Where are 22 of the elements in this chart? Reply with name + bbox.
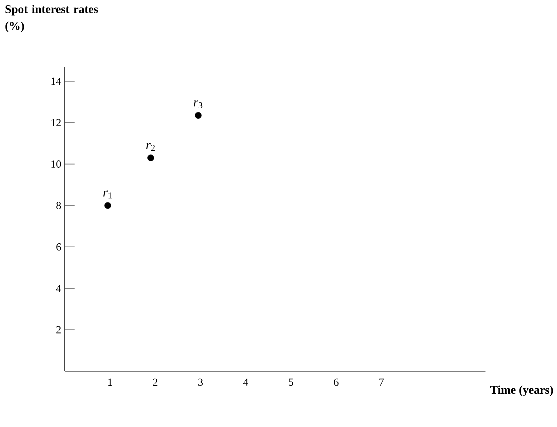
x-tick-label: 7 xyxy=(380,379,384,386)
y-axis-title: Spot interest rates (%) xyxy=(6,5,98,33)
y-tick-label: 12 xyxy=(52,120,61,127)
point xyxy=(195,112,202,120)
annotation: r$_{2}$ xyxy=(146,143,155,152)
x-tick-label: 5 xyxy=(289,379,294,386)
x-tick-label: 1 xyxy=(108,379,112,386)
y-tick-label: 4 xyxy=(56,285,62,292)
y-tick-label: 6 xyxy=(56,244,62,251)
point xyxy=(104,202,112,210)
x-tick-label: 6 xyxy=(334,379,339,386)
y-tick-label: 14 xyxy=(52,78,62,86)
x-axis-title: Time (years) xyxy=(490,386,554,397)
y-tick-label: 8 xyxy=(56,202,62,210)
point xyxy=(148,154,154,162)
y-tick-label: 10 xyxy=(52,160,62,168)
annotation: r$_{1}$ xyxy=(104,190,112,199)
x-tick-label: 3 xyxy=(198,379,204,386)
x-tick-label: 2 xyxy=(153,379,158,386)
annotation: r$_{3}$ xyxy=(194,100,203,109)
x-tick-label: 4 xyxy=(243,379,249,386)
y-tick-label: 2 xyxy=(56,326,61,334)
